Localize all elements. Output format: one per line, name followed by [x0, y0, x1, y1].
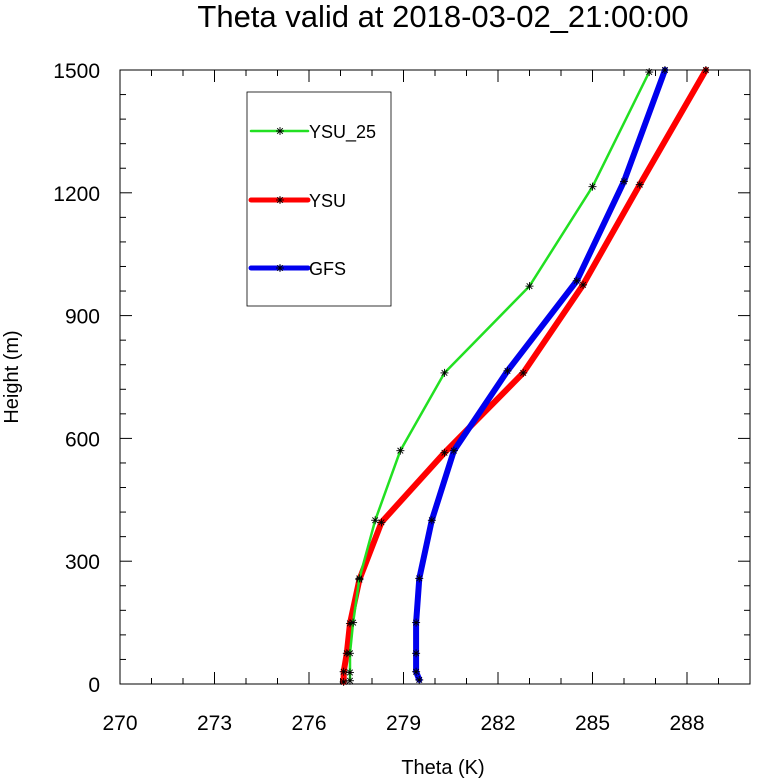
minor-ticks	[120, 70, 751, 684]
y-tick-label: 300	[65, 551, 100, 574]
legend-marker	[276, 127, 284, 135]
legend-marker	[276, 264, 284, 272]
x-tick-label: 279	[386, 712, 421, 735]
data-point	[701, 66, 710, 74]
data-point	[635, 180, 644, 189]
data-point	[519, 368, 528, 377]
data-point	[355, 574, 364, 583]
series-line	[413, 67, 668, 683]
data-point	[412, 649, 421, 658]
legend-label: YSU_25	[309, 122, 376, 143]
x-tick-labels: 270 273 276 279 282 285 288	[102, 712, 704, 735]
legend: YSU_25 YSU GFS	[246, 91, 392, 307]
x-tick-label: 285	[575, 712, 610, 735]
y-tick-label: 0	[88, 674, 100, 697]
data-point	[345, 668, 354, 677]
data-point	[440, 368, 449, 377]
y-tick-labels: 0 300 600 900 1200 1500	[53, 60, 100, 697]
x-tick-label: 288	[669, 712, 704, 735]
data-point	[572, 276, 581, 285]
data-point	[396, 446, 405, 455]
x-tick-label: 282	[480, 712, 515, 735]
plot-area	[119, 66, 751, 686]
x-tick-label: 273	[197, 712, 232, 735]
data-point	[412, 667, 421, 676]
series-ysu	[339, 66, 710, 686]
legend-label: YSU	[309, 191, 346, 211]
y-tick-label: 900	[65, 306, 100, 329]
chart-title: Theta valid at 2018-03-02_21:00:00	[197, 0, 688, 34]
data-point	[377, 518, 386, 527]
y-tick-label: 600	[65, 428, 100, 451]
data-point	[349, 618, 358, 627]
x-tick-label: 270	[102, 712, 137, 735]
series-line	[340, 67, 709, 685]
data-point	[415, 574, 424, 583]
series-ysu-25	[345, 68, 654, 685]
data-point	[345, 676, 354, 685]
data-point	[440, 448, 449, 457]
data-point	[339, 677, 348, 686]
data-point	[345, 649, 354, 658]
data-point	[660, 66, 669, 74]
series-gfs	[412, 66, 669, 684]
series-line	[348, 70, 651, 682]
data-point	[339, 667, 348, 676]
data-point	[525, 282, 534, 291]
legend-entries: YSU_25 YSU GFS	[248, 122, 376, 279]
x-axis-label: Theta (K)	[401, 757, 484, 779]
legend-entry: GFS	[248, 259, 346, 279]
data-point	[412, 618, 421, 627]
data-point	[645, 68, 654, 77]
data-point	[588, 182, 597, 191]
legend-entry: YSU	[248, 191, 346, 211]
data-point	[503, 366, 512, 375]
data-point	[415, 675, 424, 684]
y-axis-label: Height (m)	[1, 330, 23, 423]
legend-entry: YSU_25	[249, 122, 376, 143]
y-tick-label: 1200	[53, 183, 100, 206]
x-tick-marks	[119, 70, 688, 684]
y-tick-marks	[120, 69, 750, 685]
legend-marker	[276, 196, 284, 204]
data-point	[449, 446, 458, 455]
data-point	[579, 280, 588, 289]
y-tick-label: 1500	[53, 60, 100, 83]
data-point	[371, 516, 380, 525]
data-point	[620, 177, 628, 186]
x-tick-label: 276	[291, 712, 326, 735]
data-point	[427, 516, 436, 525]
series-layer	[339, 66, 710, 686]
legend-label: GFS	[309, 259, 346, 279]
